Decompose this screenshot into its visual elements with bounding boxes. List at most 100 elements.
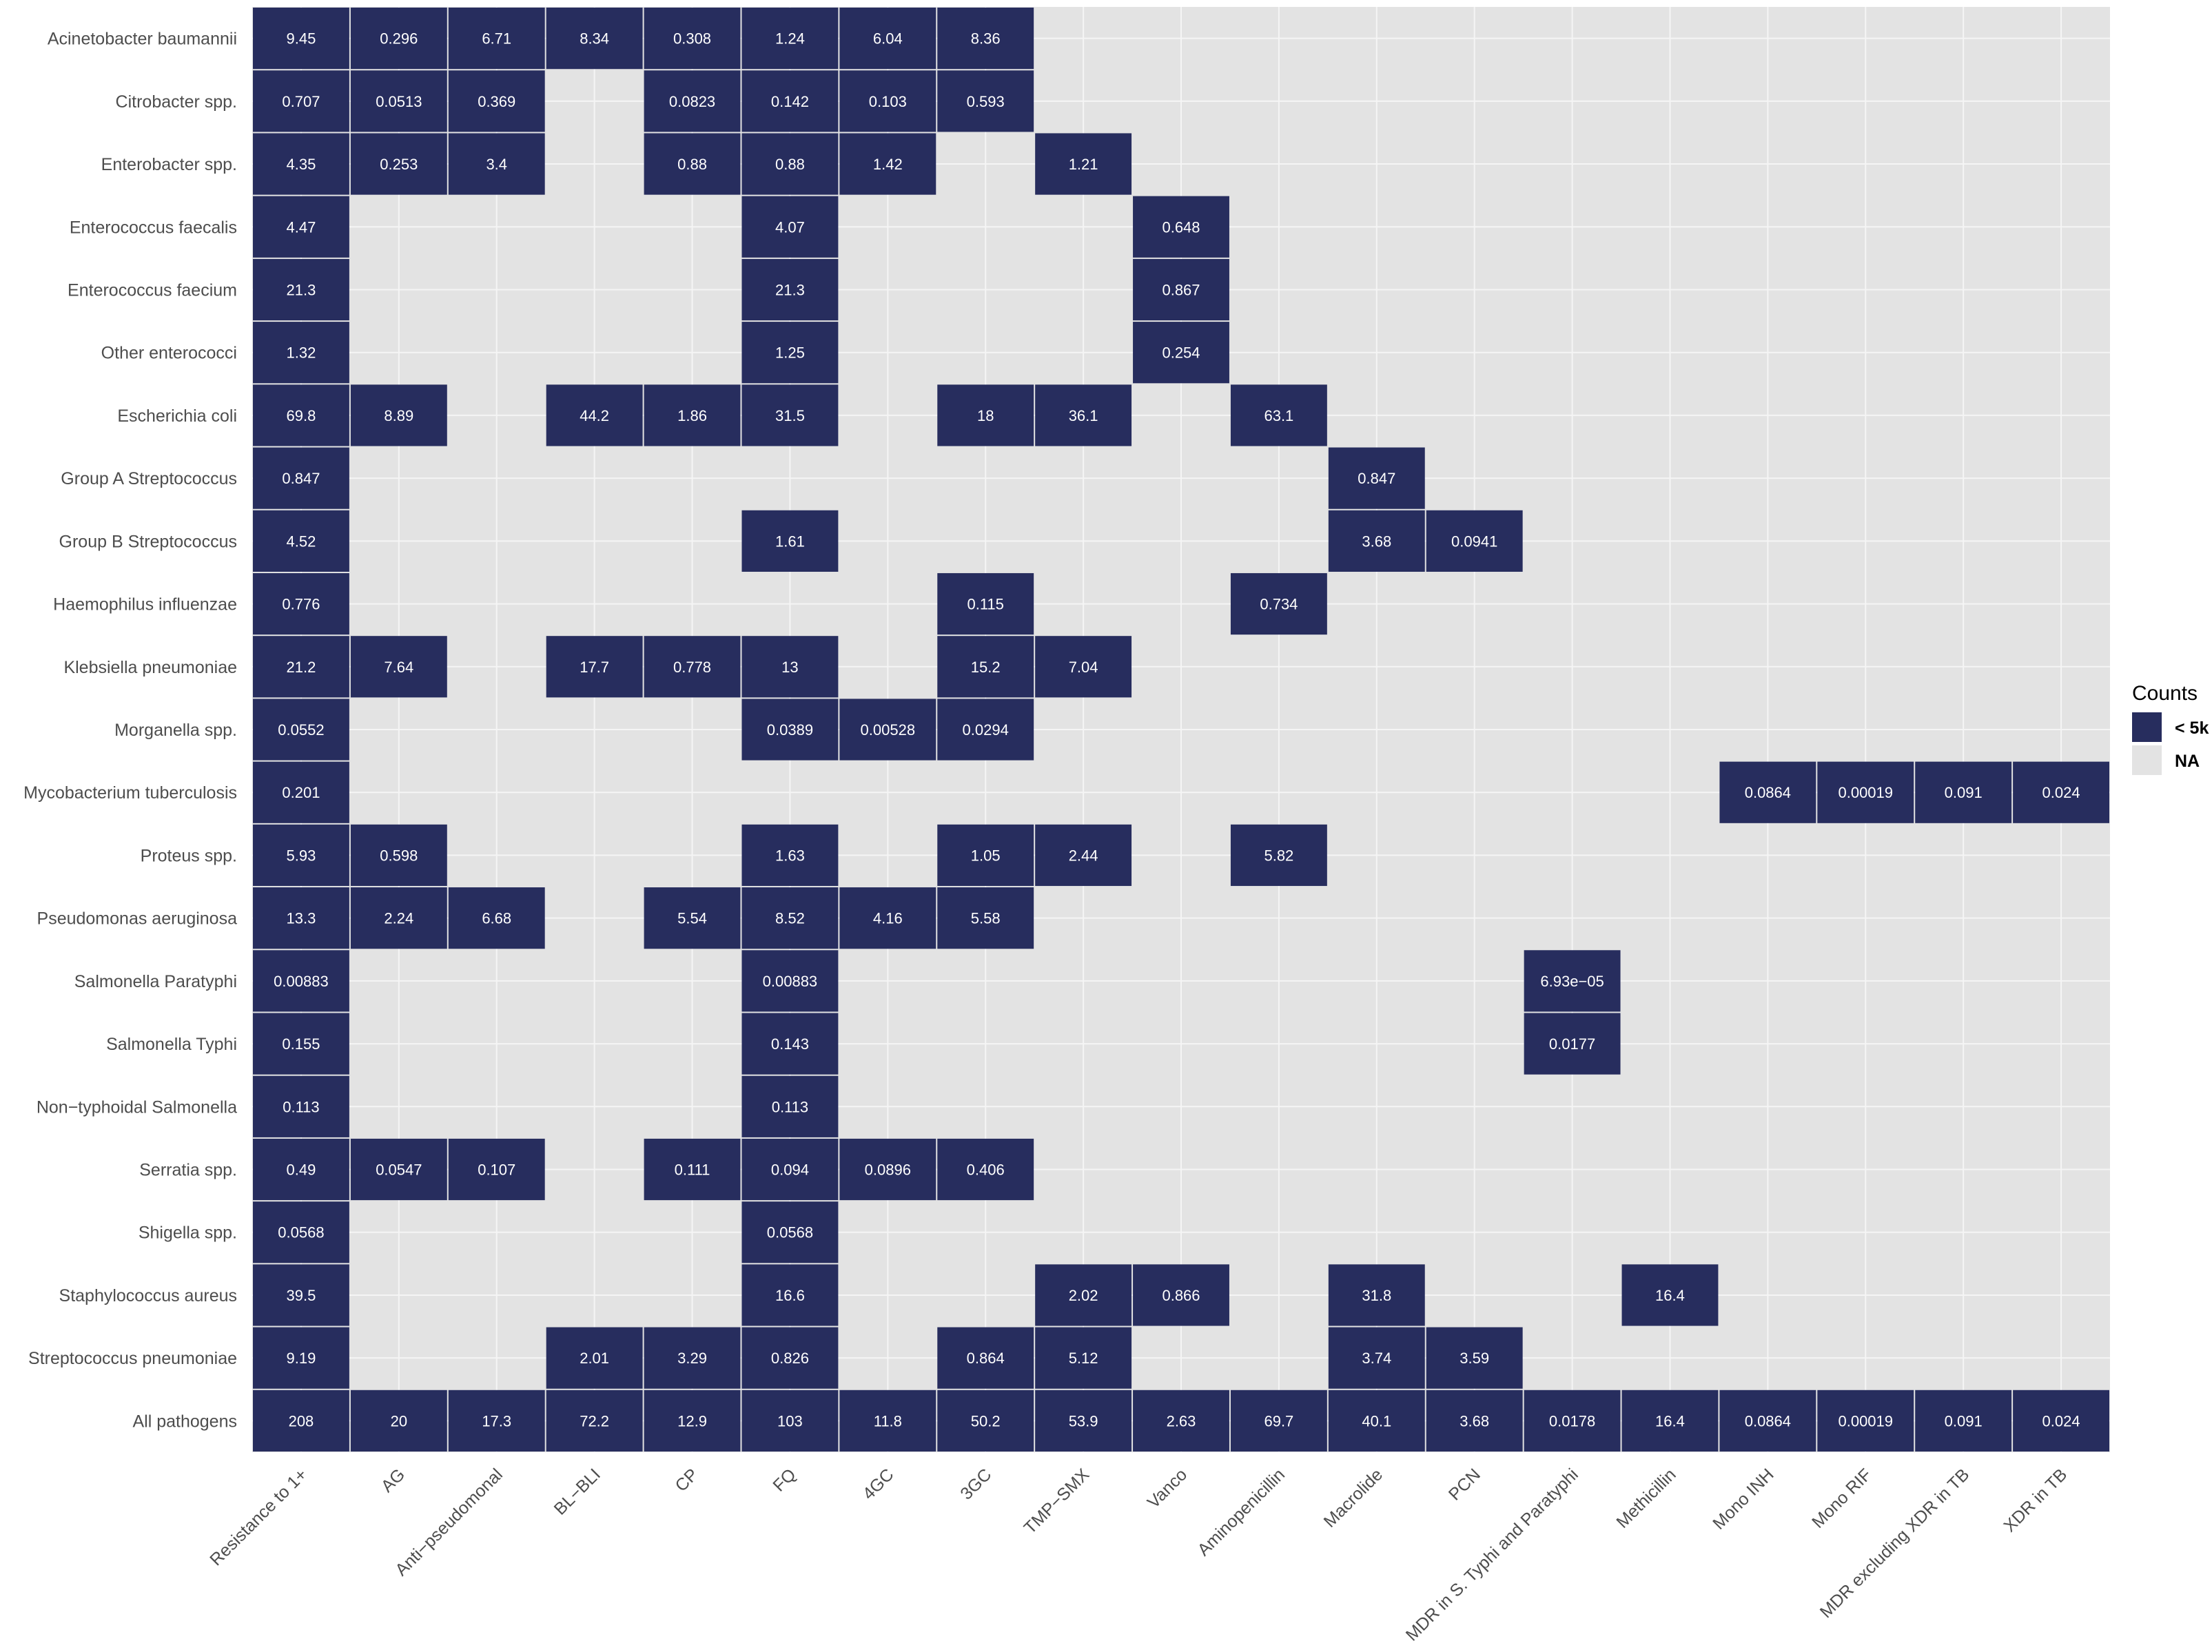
heatmap-cell	[839, 887, 936, 949]
cell-value-label: 7.04	[1069, 659, 1098, 676]
cell-value-label: 0.0389	[767, 721, 813, 739]
heatmap-cell	[253, 133, 349, 195]
cell-value-label: 0.107	[478, 1161, 515, 1179]
cell-value-label: 0.593	[967, 93, 1005, 110]
cell-value-label: 8.89	[384, 407, 413, 424]
cell-value-label: 0.826	[771, 1350, 809, 1367]
heatmap-cell	[253, 1013, 349, 1075]
heatmap-cell	[741, 1201, 839, 1263]
y-tick-label: Group A Streptococcus	[61, 469, 237, 488]
y-tick-label: Proteus spp.	[141, 846, 237, 865]
cell-value-label: 69.7	[1264, 1412, 1293, 1429]
heatmap-cell	[644, 636, 741, 698]
cell-value-label: 72.2	[580, 1412, 609, 1429]
cell-value-label: 6.68	[482, 910, 511, 927]
heatmap-cell	[937, 636, 1034, 698]
heatmap-cell	[1524, 950, 1621, 1012]
heatmap-cell	[1230, 824, 1327, 887]
heatmap-cell	[350, 824, 447, 887]
cell-value-label: 0.024	[2042, 1412, 2080, 1429]
heatmap-cell	[253, 1390, 349, 1452]
cell-value-label: 2.02	[1069, 1287, 1098, 1304]
cell-value-label: 8.34	[580, 30, 609, 48]
cell-value-label: 5.93	[287, 847, 316, 864]
heatmap-cell	[937, 384, 1034, 446]
legend-label-under-5k: < 5k	[2175, 719, 2209, 738]
heatmap-cell	[741, 824, 839, 887]
heatmap-cell	[741, 8, 839, 70]
heatmap-cell	[1328, 1390, 1425, 1452]
cell-value-label: 103	[777, 1412, 803, 1429]
cell-value-label: 0.0547	[376, 1161, 422, 1179]
cell-value-label: 0.00019	[1838, 784, 1893, 801]
heatmap-cell	[1426, 510, 1523, 572]
heatmap-cell	[1328, 1327, 1425, 1389]
cell-value-label: 3.59	[1460, 1350, 1489, 1367]
cell-value-label: 1.05	[971, 847, 1001, 864]
heatmap-cell	[741, 1327, 839, 1389]
heatmap-cell	[937, 70, 1034, 132]
cell-value-label: 1.24	[775, 30, 805, 48]
cell-value-label: 39.5	[287, 1287, 316, 1304]
cell-value-label: 0.0941	[1451, 533, 1497, 550]
cell-value-label: 17.7	[580, 659, 609, 676]
heatmap-cell	[1035, 636, 1132, 698]
y-tick-label: All pathogens	[132, 1412, 237, 1431]
cell-value-label: 0.254	[1162, 344, 1200, 362]
heatmap-cell	[253, 1201, 349, 1263]
cell-value-label: 0.0552	[278, 721, 324, 739]
cell-value-label: 0.155	[282, 1035, 320, 1053]
heatmap-cell	[1915, 1390, 2012, 1452]
heatmap-cell	[741, 950, 839, 1012]
heatmap-cell	[253, 8, 349, 70]
cell-value-label: 0.778	[673, 659, 711, 676]
heatmap-cell	[839, 133, 936, 195]
cell-value-label: 5.12	[1069, 1350, 1098, 1367]
heatmap-cell	[253, 70, 349, 132]
heatmap-cell	[1426, 1327, 1523, 1389]
heatmap-cell	[644, 1327, 741, 1389]
legend: Counts < 5k NA	[2132, 682, 2209, 775]
heatmap-cell	[1133, 196, 1229, 258]
heatmap-cell	[253, 1138, 349, 1201]
cell-value-label: 1.21	[1069, 156, 1098, 173]
legend-key-under-5k	[2132, 712, 2162, 742]
cell-value-label: 4.52	[287, 533, 316, 550]
y-tick-label: Acinetobacter baumannii	[48, 30, 237, 49]
cell-value-label: 1.63	[775, 847, 805, 864]
cell-value-label: 5.58	[971, 910, 1001, 927]
heatmap-cell	[937, 1390, 1034, 1452]
heatmap-cell	[448, 887, 545, 949]
cell-value-label: 9.45	[287, 30, 316, 48]
cell-value-label: 0.142	[771, 93, 809, 110]
cell-value-label: 12.9	[677, 1412, 707, 1429]
heatmap-cell	[350, 636, 447, 698]
heatmap-cell	[741, 510, 839, 572]
heatmap-cell	[937, 887, 1034, 949]
heatmap-cell	[350, 1390, 447, 1452]
heatmap-cell	[1524, 1390, 1621, 1452]
y-tick-label: Salmonella Typhi	[106, 1035, 237, 1054]
y-tick-label: Citrobacter spp.	[116, 92, 237, 112]
heatmap-cell	[350, 384, 447, 446]
y-tick-label: Shigella spp.	[139, 1223, 237, 1243]
cell-value-label: 0.734	[1260, 596, 1298, 613]
y-tick-label: Enterococcus faecalis	[70, 218, 237, 237]
heatmap-cell	[839, 1390, 936, 1452]
heatmap-cell	[1035, 1264, 1132, 1326]
cell-value-label: 0.867	[1162, 281, 1200, 298]
cell-value-label: 0.406	[967, 1161, 1005, 1179]
cell-value-label: 9.19	[287, 1350, 316, 1367]
heatmap-cell	[937, 1327, 1034, 1389]
heatmap-cell	[937, 699, 1034, 761]
cell-value-label: 0.103	[869, 93, 907, 110]
cell-value-label: 0.024	[2042, 784, 2080, 801]
cell-value-label: 0.0864	[1745, 1412, 1791, 1429]
heatmap-cell	[741, 196, 839, 258]
cell-value-label: 3.4	[486, 156, 507, 173]
heatmap-cell	[253, 824, 349, 887]
cell-value-label: 0.091	[1945, 784, 1983, 801]
heatmap-cell	[741, 699, 839, 761]
cell-value-label: 21.2	[287, 659, 316, 676]
heatmap-cell	[1230, 1390, 1327, 1452]
